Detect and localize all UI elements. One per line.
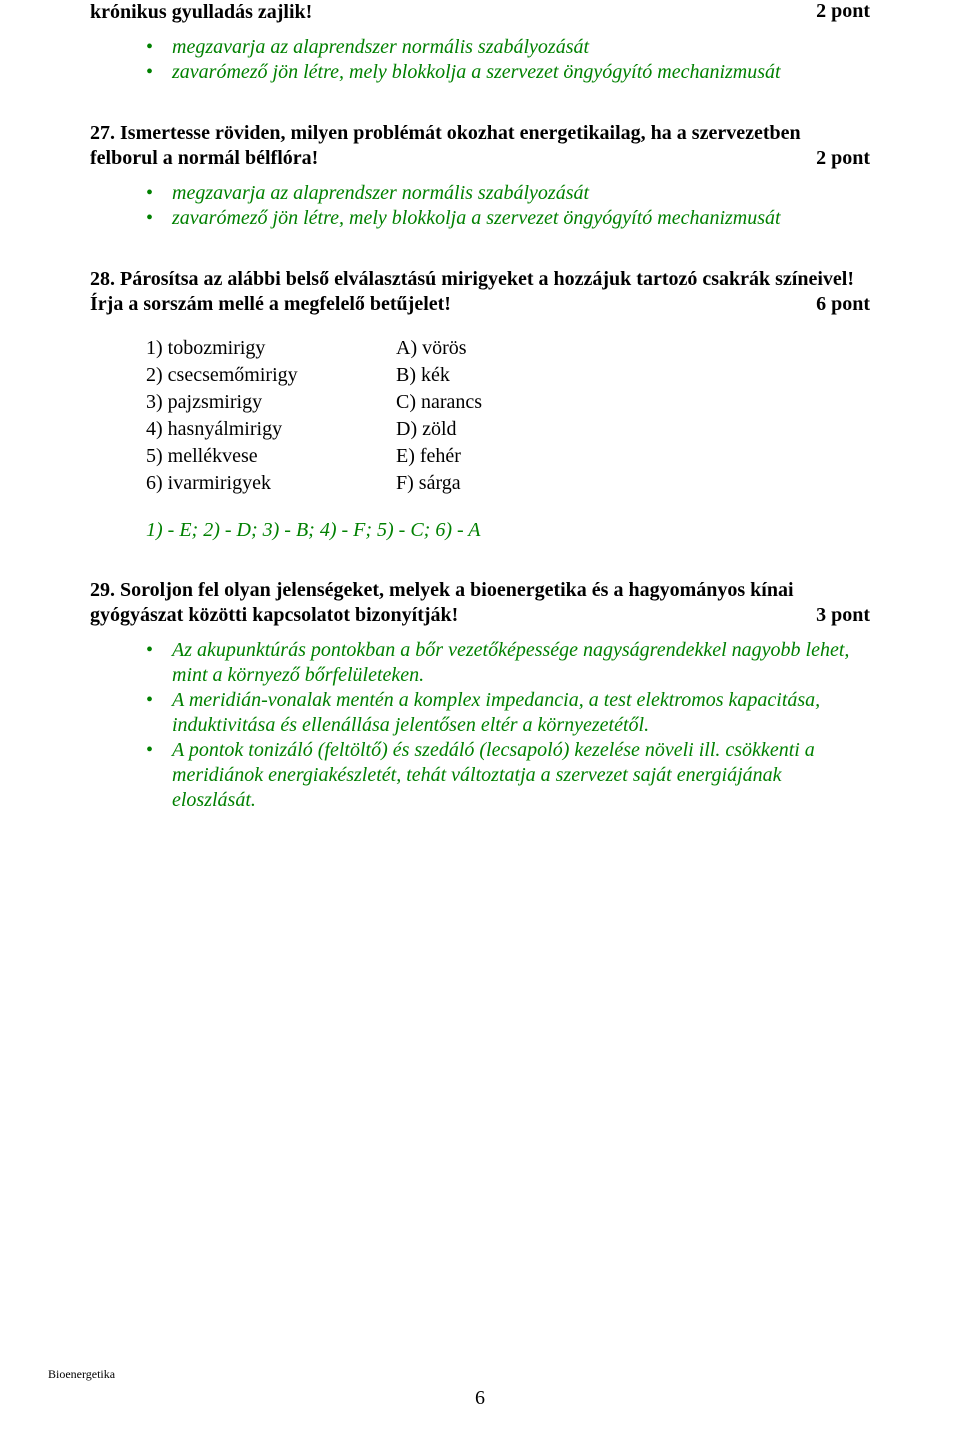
bullet-item: zavarómező jön létre, mely blokkolja a s… xyxy=(146,206,870,231)
q28-answer: 1) - E; 2) - D; 3) - B; 4) - F; 5) - C; … xyxy=(90,519,870,542)
q26-title: krónikus gyulladás zajlik! xyxy=(90,0,804,25)
q27-title-text: 27. Ismertesse röviden, milyen problémát… xyxy=(90,122,801,169)
list-item: 4) hasnyálmirigy xyxy=(146,416,396,443)
q27-points: 2 pont xyxy=(816,146,870,171)
bullet-text: A meridián-vonalak mentén a komplex impe… xyxy=(172,689,820,736)
bullet-item: megzavarja az alaprendszer normális szab… xyxy=(146,181,870,206)
bullet-text: megzavarja az alaprendszer normális szab… xyxy=(172,182,589,204)
list-item: 3) pajzsmirigy xyxy=(146,389,396,416)
list-item: E) fehér xyxy=(396,443,596,470)
q28-title-line1: 28. Párosítsa az alábbi belső elválasztá… xyxy=(90,267,870,292)
q28-right-column: A) vörös B) kék C) narancs D) zöld E) fe… xyxy=(396,335,596,497)
question-27: 27. Ismertesse röviden, milyen problémát… xyxy=(90,121,870,231)
q27-title: 27. Ismertesse röviden, milyen problémát… xyxy=(90,121,870,171)
q26-header-row: krónikus gyulladás zajlik! 2 pont xyxy=(90,0,870,25)
q27-bullets: megzavarja az alaprendszer normális szab… xyxy=(90,181,870,231)
list-item: D) zöld xyxy=(396,416,596,443)
q29-title: 29. Soroljon fel olyan jelenségeket, mel… xyxy=(90,578,870,628)
bullet-text: zavarómező jön létre, mely blokkolja a s… xyxy=(172,207,781,229)
bullet-item: A meridián-vonalak mentén a komplex impe… xyxy=(146,688,870,738)
question-28: 28. Párosítsa az alábbi belső elválasztá… xyxy=(90,267,870,542)
bullet-item: zavarómező jön létre, mely blokkolja a s… xyxy=(146,60,870,85)
q28-title-line2: Írja a sorszám mellé a megfelelő betűjel… xyxy=(90,292,451,317)
q29-points: 3 pont xyxy=(816,603,870,628)
q28-pair-lists: 1) tobozmirigy 2) csecsemőmirigy 3) pajz… xyxy=(90,335,870,497)
bullet-text: megzavarja az alaprendszer normális szab… xyxy=(172,36,589,58)
q29-bullets: Az akupunktúrás pontokban a bőr vezetőké… xyxy=(90,638,870,813)
list-item: B) kék xyxy=(396,362,596,389)
bullet-item: Az akupunktúrás pontokban a bőr vezetőké… xyxy=(146,638,870,688)
list-item: C) narancs xyxy=(396,389,596,416)
bullet-text: A pontok tonizáló (feltöltő) és szedáló … xyxy=(172,739,815,811)
question-29: 29. Soroljon fel olyan jelenségeket, mel… xyxy=(90,578,870,813)
list-item: 1) tobozmirigy xyxy=(146,335,396,362)
list-item: 5) mellékvese xyxy=(146,443,396,470)
bullet-item: A pontok tonizáló (feltöltő) és szedáló … xyxy=(146,738,870,813)
q26-points: 2 pont xyxy=(816,0,870,23)
q26-bullets: megzavarja az alaprendszer normális szab… xyxy=(90,35,870,85)
q29-title-text: 29. Soroljon fel olyan jelenségeket, mel… xyxy=(90,579,794,626)
list-item: F) sárga xyxy=(396,470,596,497)
bullet-item: megzavarja az alaprendszer normális szab… xyxy=(146,35,870,60)
list-item: A) vörös xyxy=(396,335,596,362)
list-item: 6) ivarmirigyek xyxy=(146,470,396,497)
page: krónikus gyulladás zajlik! 2 pont megzav… xyxy=(0,0,960,1434)
q28-title: 28. Párosítsa az alábbi belső elválasztá… xyxy=(90,267,870,317)
q28-title-row2: Írja a sorszám mellé a megfelelő betűjel… xyxy=(90,292,870,317)
page-number: 6 xyxy=(475,1387,485,1410)
list-item: 2) csecsemőmirigy xyxy=(146,362,396,389)
footer-label: Bioenergetika xyxy=(48,1367,115,1382)
q28-left-column: 1) tobozmirigy 2) csecsemőmirigy 3) pajz… xyxy=(90,335,396,497)
bullet-text: Az akupunktúrás pontokban a bőr vezetőké… xyxy=(172,639,849,686)
question-26: krónikus gyulladás zajlik! 2 pont megzav… xyxy=(90,0,870,85)
q28-points: 6 pont xyxy=(816,292,870,317)
bullet-text: zavarómező jön létre, mely blokkolja a s… xyxy=(172,61,781,83)
